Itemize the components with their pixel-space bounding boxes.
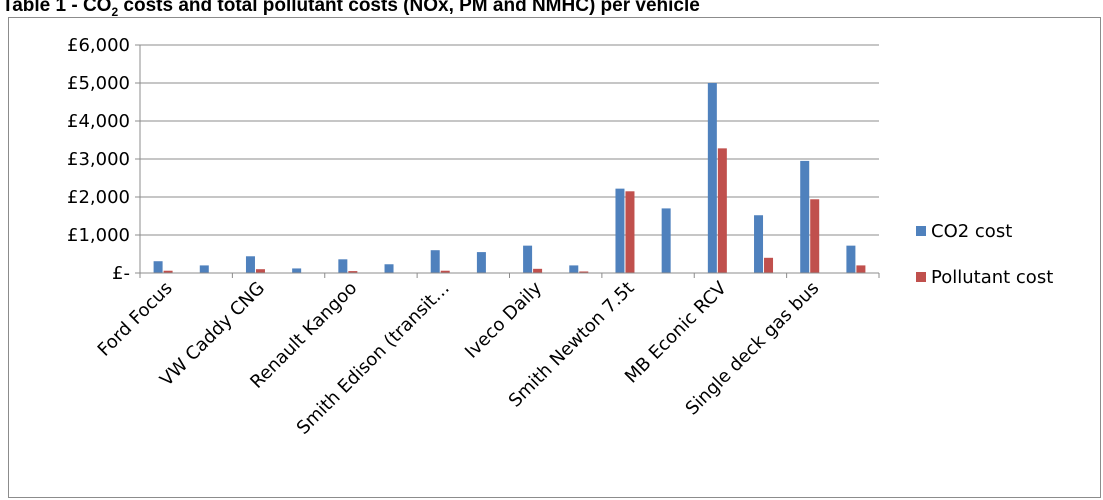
page-title: Table 1 - CO2 costs and total pollutant … xyxy=(2,0,700,19)
bar-pollutant xyxy=(764,257,774,273)
bar-pollutant xyxy=(348,271,358,273)
y-tick-label: £6,000 xyxy=(67,35,130,56)
bar-co2 xyxy=(476,252,486,273)
category-label: Smith Edison (transit… xyxy=(293,278,454,439)
bar-pollutant xyxy=(163,270,173,273)
bar-co2 xyxy=(800,160,810,273)
bar-co2 xyxy=(754,215,764,273)
bar-co2 xyxy=(245,256,255,273)
bar-pollutant xyxy=(717,148,727,273)
bar-chart: £- £1,000 £2,000 £3,000 £4,000 £5,000 £6,000 Fo… xyxy=(67,35,1053,439)
bar-co2 xyxy=(523,245,533,273)
legend-label: CO2 cost xyxy=(931,221,1012,242)
bar-co2 xyxy=(338,259,348,273)
y-tick-label: £2,000 xyxy=(67,187,130,208)
legend-label: Pollutant cost xyxy=(931,267,1053,288)
bar-pollutant xyxy=(255,269,265,273)
bar-co2 xyxy=(384,264,394,273)
bar-pollutant xyxy=(440,270,450,273)
chart-area: £- £1,000 £2,000 £3,000 £4,000 £5,000 £6,000 Fo… xyxy=(8,17,1101,498)
bar-co2 xyxy=(569,265,579,273)
bar-pollutant xyxy=(810,199,820,273)
y-tick-label: £4,000 xyxy=(67,111,130,132)
bar-co2 xyxy=(661,208,671,273)
bar-co2 xyxy=(199,265,209,273)
y-tick-label: £1,000 xyxy=(67,225,130,246)
bar-pollutant xyxy=(579,271,589,273)
category-label: Iveco Daily xyxy=(461,277,546,362)
bar-co2 xyxy=(430,250,440,273)
bar-pollutant xyxy=(533,268,543,273)
bar-co2 xyxy=(707,83,717,273)
y-tick-label: £5,000 xyxy=(67,73,130,94)
bar-pollutant xyxy=(856,265,866,273)
bar-pollutant xyxy=(625,191,635,273)
bar-co2 xyxy=(292,268,302,273)
bar-co2 xyxy=(846,245,856,273)
y-tick-label: £- xyxy=(112,263,130,284)
category-label: Ford Focus xyxy=(94,278,177,361)
legend-swatch xyxy=(916,226,926,236)
bar-co2 xyxy=(153,261,163,273)
y-tick-label: £3,000 xyxy=(67,149,130,170)
legend-swatch xyxy=(916,272,926,282)
bar-co2 xyxy=(615,188,625,273)
